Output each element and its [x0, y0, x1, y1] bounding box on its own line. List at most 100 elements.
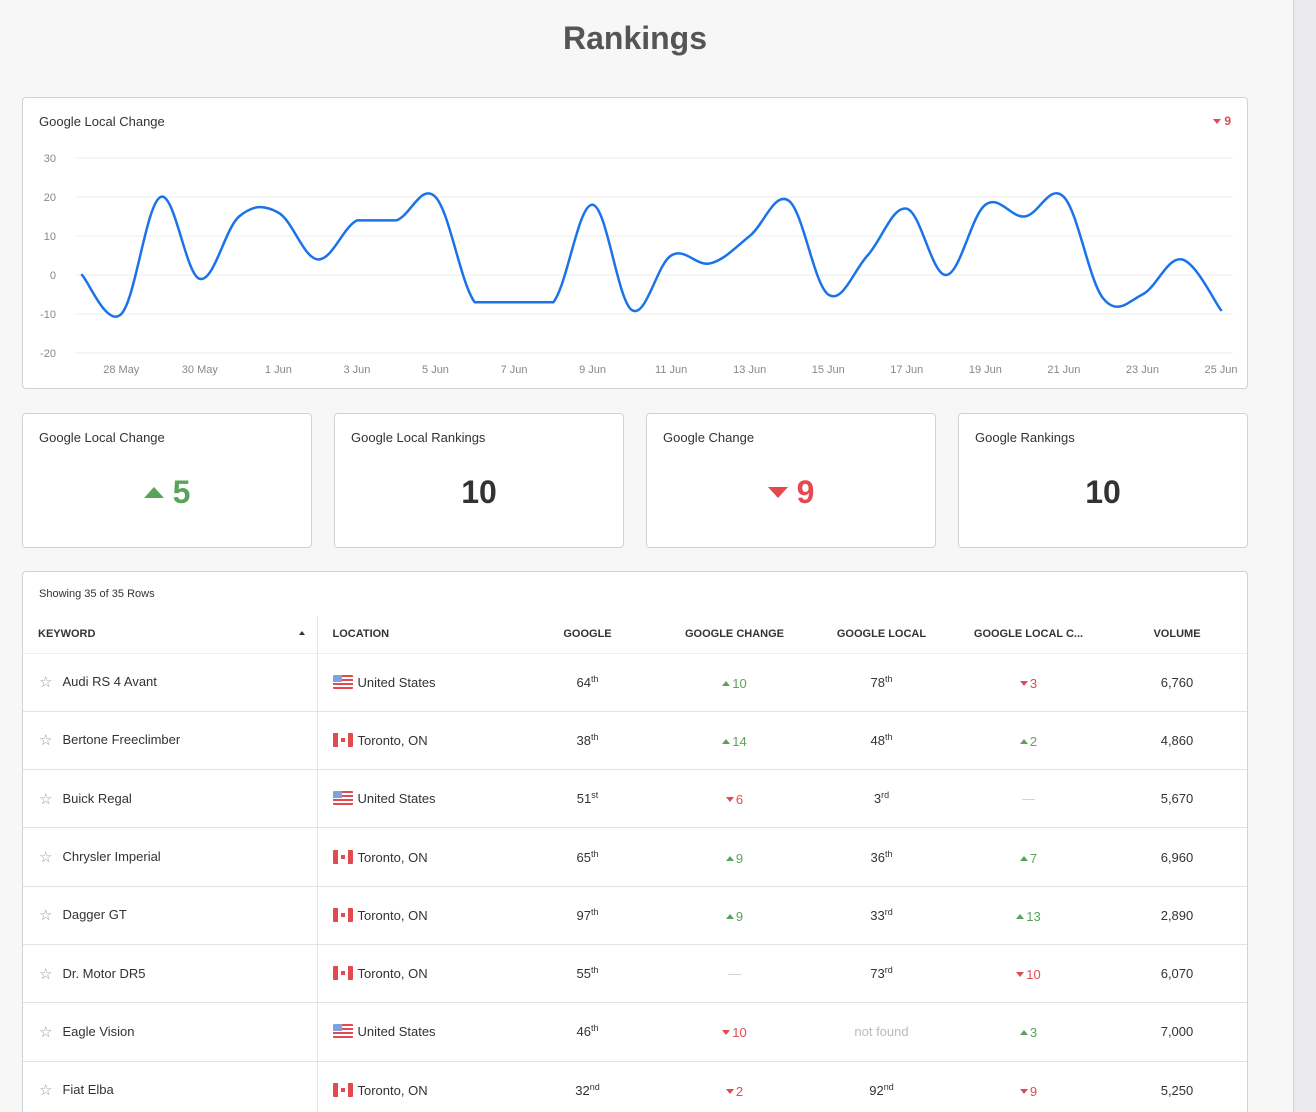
table-row[interactable]: ☆ Audi RS 4 Avant United States 64th 10 7… — [23, 653, 1247, 712]
series-line[interactable] — [80, 192, 1223, 318]
google_change-value: 10 — [722, 1025, 747, 1040]
table-row[interactable]: ☆ Dr. Motor DR5 Toronto, ON 55th — 73rd 1… — [23, 944, 1247, 1004]
triangle-up-icon — [143, 487, 164, 498]
change-number: 9 — [1029, 1083, 1038, 1099]
x-tick-label: 7 Jun — [501, 364, 528, 376]
triangle-up-icon — [725, 913, 734, 919]
flag-ca-icon — [332, 966, 353, 981]
ordinal-suffix: th — [590, 906, 599, 917]
ordinal-suffix: th — [590, 965, 599, 976]
google-change-cell: 2 — [658, 1061, 811, 1112]
column-header-location[interactable]: Location — [317, 616, 517, 654]
x-tick-label: 13 Jun — [733, 364, 766, 376]
google-change-cell: 10 — [658, 653, 811, 712]
stat-card-google-local-change: Google Local Change 5 — [22, 413, 312, 548]
google-rank-cell: 32nd — [517, 1061, 658, 1112]
location-cell: Toronto, ON — [317, 1061, 517, 1112]
ordinal-suffix: nd — [589, 1081, 600, 1092]
google-rank: 65 — [576, 849, 591, 865]
google-rank: 51 — [576, 791, 592, 807]
google-local-rank: 78 — [870, 674, 885, 690]
volume-cell: 7,000 — [1105, 1002, 1247, 1062]
sort-ascending-icon[interactable] — [298, 631, 305, 635]
keyword-cell: ☆ Bertone Freeclimber — [23, 711, 318, 771]
star-icon[interactable]: ☆ — [39, 965, 53, 983]
stat-value: 10 — [335, 474, 623, 511]
google-local-rank: 92 — [869, 1082, 884, 1098]
google_change-value: 10 — [722, 675, 747, 691]
x-tick-label: 21 Jun — [1047, 364, 1080, 376]
star-icon[interactable]: ☆ — [39, 790, 53, 808]
location-cell: Toronto, ON — [317, 711, 517, 771]
flag-us-icon — [332, 674, 353, 689]
change-number: 7 — [1029, 850, 1038, 866]
keyword-cell: ☆ Buick Regal — [23, 769, 318, 829]
location-text: Toronto, ON — [357, 849, 428, 865]
triangle-down-icon — [1019, 680, 1028, 686]
ordinal-suffix: th — [884, 731, 893, 742]
column-header-volume[interactable]: Volume — [1105, 616, 1247, 654]
table-row[interactable]: ☆ Dagger GT Toronto, ON 97th 9 33rd 13 2,… — [23, 886, 1247, 945]
change-number: 14 — [732, 733, 747, 749]
column-header-google[interactable]: Google — [517, 616, 658, 654]
star-icon[interactable]: ☆ — [39, 907, 53, 925]
x-tick-label: 11 Jun — [655, 364, 687, 376]
google-local-cell: 92nd — [811, 1061, 952, 1112]
column-header-keyword[interactable]: Keyword — [23, 616, 318, 654]
google_change-value: 9 — [725, 850, 744, 866]
flag-us-icon — [332, 791, 353, 806]
ordinal-suffix: th — [884, 848, 893, 859]
location-cell: United States — [317, 769, 517, 829]
column-label: Volume — [1153, 628, 1201, 641]
ordinal-suffix: st — [591, 790, 599, 801]
change-number: 10 — [732, 675, 747, 691]
google-rank-cell: 97th — [517, 886, 658, 945]
ordinal-suffix: rd — [881, 790, 890, 801]
triangle-down-icon — [1213, 118, 1222, 124]
local_change-value: 10 — [1016, 967, 1041, 982]
x-tick-label: 5 Jun — [422, 364, 449, 376]
table-row[interactable]: ☆ Chrysler Imperial Toronto, ON 65th 9 36… — [23, 827, 1247, 887]
y-tick-label: -20 — [40, 348, 56, 360]
volume-value: 5,250 — [1160, 1082, 1194, 1098]
table-row[interactable]: ☆ Bertone Freeclimber Toronto, ON 38th 14… — [23, 711, 1247, 771]
star-icon[interactable]: ☆ — [39, 1082, 53, 1100]
google-change-cell: 14 — [658, 711, 811, 771]
column-header-google-local-change[interactable]: Google Local C... — [952, 616, 1105, 654]
x-tick-label: 15 Jun — [812, 364, 845, 376]
star-icon[interactable]: ☆ — [39, 674, 53, 692]
star-icon[interactable]: ☆ — [39, 732, 53, 750]
change-number: 9 — [735, 850, 744, 866]
table-row[interactable]: ☆ Eagle Vision United States 46th 10 not … — [23, 1002, 1247, 1062]
location-cell: United States — [317, 653, 517, 712]
ordinal-suffix: nd — [883, 1081, 894, 1092]
location-cell: Toronto, ON — [317, 827, 517, 887]
stat-value: 10 — [959, 474, 1247, 511]
star-icon[interactable]: ☆ — [39, 849, 53, 867]
ordinal-suffix: rd — [884, 965, 893, 976]
column-header-google-local[interactable]: Google Local — [811, 616, 952, 654]
keyword-cell: ☆ Fiat Elba — [23, 1061, 318, 1112]
flag-ca-icon — [332, 1082, 353, 1097]
table-row[interactable]: ☆ Buick Regal United States 51st 6 3rd — … — [23, 769, 1247, 829]
google-change-cell: 9 — [658, 886, 811, 945]
y-tick-label: 20 — [44, 192, 56, 204]
y-tick-label: 30 — [44, 153, 56, 165]
triangle-up-icon — [1019, 1030, 1028, 1036]
x-tick-label: 23 Jun — [1126, 364, 1159, 376]
ordinal-suffix: th — [884, 673, 893, 684]
star-icon[interactable]: ☆ — [39, 1023, 53, 1041]
location-text: Toronto, ON — [357, 732, 428, 748]
triangle-up-icon — [725, 855, 734, 861]
column-header-google-change[interactable]: Google Change — [658, 616, 811, 654]
keyword-cell: ☆ Dr. Motor DR5 — [23, 944, 318, 1004]
google_change-none: — — [728, 966, 741, 982]
change-number: 3 — [1029, 675, 1038, 691]
ordinal-suffix: th — [590, 673, 599, 684]
column-label: Google Local C... — [973, 628, 1084, 641]
column-label: Google — [563, 628, 612, 641]
triangle-down-icon — [725, 797, 734, 803]
line-chart[interactable]: 30 20 10 0 -10 -20 28 May 30 May 1 Jun 3 Jun 5 Jun… — [23, 98, 1249, 390]
stat-card-google-rankings: Google Rankings 10 — [958, 413, 1248, 548]
table-row[interactable]: ☆ Fiat Elba Toronto, ON 32nd 2 92nd 9 5,2… — [23, 1061, 1247, 1112]
